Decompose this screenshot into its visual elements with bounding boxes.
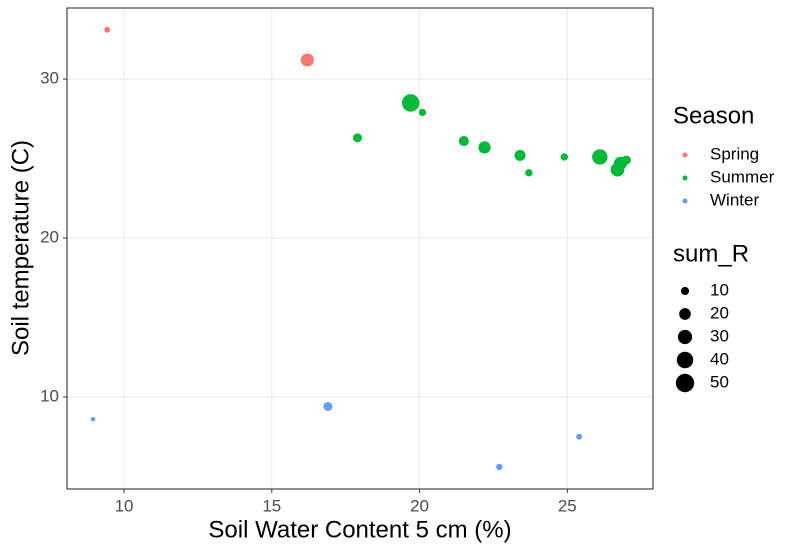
legend-label: Summer xyxy=(710,167,775,186)
point xyxy=(576,433,583,440)
point xyxy=(525,169,533,177)
x-tick-label: 15 xyxy=(262,496,281,515)
size-legend-title: sum_R xyxy=(673,240,749,267)
point xyxy=(560,153,569,161)
point xyxy=(300,53,314,67)
size-legend-key xyxy=(676,351,694,369)
point xyxy=(401,94,420,112)
size-legend-key xyxy=(677,329,693,345)
point xyxy=(621,155,631,165)
legend-label: 40 xyxy=(710,349,729,368)
point xyxy=(352,133,362,143)
panel-border xyxy=(66,7,654,490)
point xyxy=(496,463,503,471)
x-tick-label: 10 xyxy=(115,496,134,515)
legend-label: Winter xyxy=(710,190,759,209)
plot-background xyxy=(67,8,653,489)
point xyxy=(418,108,427,117)
legend-key xyxy=(682,175,688,181)
legend-key xyxy=(682,198,688,204)
legend-label: 30 xyxy=(710,326,729,345)
point xyxy=(478,141,491,154)
legend-label: 20 xyxy=(710,303,729,322)
y-tick-label: 30 xyxy=(40,69,59,88)
y-tick-label: 10 xyxy=(40,386,59,405)
size-legend-key xyxy=(675,373,695,393)
point xyxy=(514,149,526,161)
size-legend-key xyxy=(679,308,691,320)
legend-title: Season xyxy=(673,102,754,129)
x-tick-label: 25 xyxy=(558,496,577,515)
point xyxy=(104,26,111,33)
point xyxy=(458,136,469,147)
legend-label: 50 xyxy=(710,372,729,391)
y-axis-title: Soil temperature (C) xyxy=(7,140,34,356)
y-tick-label: 20 xyxy=(40,227,59,246)
x-tick-label: 20 xyxy=(410,496,429,515)
legend-key xyxy=(682,152,688,158)
legend-label: Spring xyxy=(710,144,759,163)
point xyxy=(90,416,96,422)
size-legend-key xyxy=(680,286,690,296)
x-axis-title: Soil Water Content 5 cm (%) xyxy=(208,516,511,543)
legend-label: 10 xyxy=(710,280,729,299)
point xyxy=(323,401,333,412)
point xyxy=(592,149,608,165)
